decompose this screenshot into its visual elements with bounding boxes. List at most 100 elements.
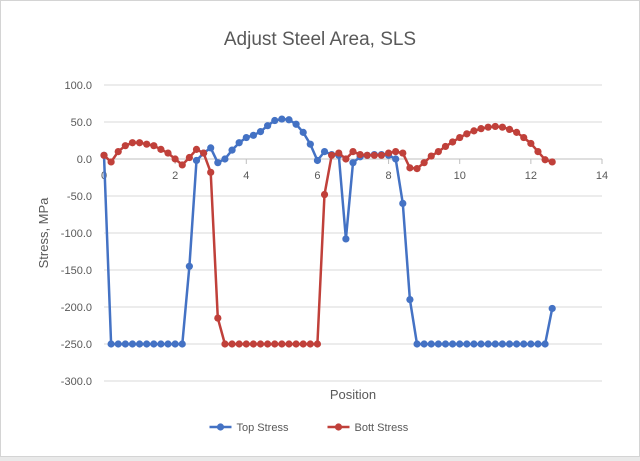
bott-stress-point [256, 340, 265, 348]
bott-stress-point [477, 125, 485, 133]
top-stress-point [249, 131, 257, 139]
legend-bott-stress-marker [334, 423, 343, 431]
top-stress-point [121, 340, 129, 348]
top-stress-point [513, 340, 521, 348]
bott-stress-point [192, 145, 201, 153]
bott-stress-point [548, 158, 556, 166]
bott-stress-point [292, 340, 300, 348]
bott-stress-point [370, 151, 378, 159]
bott-stress-point [456, 133, 464, 142]
top-stress-point [164, 340, 172, 348]
top-stress-point [392, 155, 400, 163]
bott-stress-point [285, 340, 293, 348]
top-stress-point [413, 340, 421, 348]
top-stress-point [498, 340, 506, 348]
top-stress-point [214, 159, 222, 167]
top-stress-point [399, 199, 407, 207]
bott-stress-point [491, 122, 499, 131]
x-tick-label: 4 [243, 170, 249, 182]
chart-title: Adjust Steel Area, SLS [224, 29, 416, 50]
legend: Top Stress Bott Stress [209, 422, 409, 434]
bott-stress-point [306, 340, 314, 348]
bott-stress-point [377, 151, 386, 159]
bott-stress-point [200, 149, 208, 157]
top-stress-point [477, 340, 485, 348]
bott-stress-point [541, 156, 549, 164]
top-stress-point [150, 340, 158, 348]
y-tick-label: 50.0 [71, 117, 92, 129]
bott-stress-point [185, 153, 193, 162]
top-stress-point [242, 133, 250, 142]
x-tick-label: 10 [454, 170, 466, 182]
top-stress-point [484, 340, 492, 348]
legend-bott-stress-label: Bott Stress [355, 422, 409, 434]
bott-stress-point [434, 148, 442, 156]
bott-stress-point [178, 161, 186, 169]
bott-stress-point [128, 139, 137, 147]
top-stress-point [456, 340, 464, 348]
top-stress-point [207, 144, 215, 152]
y-tick-label: -50.0 [67, 191, 92, 203]
top-stress-point [548, 304, 556, 313]
bott-stress-point [406, 164, 414, 172]
bott-stress-point [235, 340, 243, 348]
y-tick-label: -200.0 [61, 302, 92, 314]
bott-stress-point [121, 142, 129, 150]
top-stress-point [114, 340, 122, 348]
bott-stress-point [107, 158, 115, 166]
top-stress-point [420, 340, 428, 348]
bott-stress-point [264, 340, 272, 348]
bott-stress-point [413, 165, 421, 173]
legend-top-stress-marker [216, 423, 225, 431]
top-stress-point [441, 340, 450, 348]
x-tick-label: 6 [314, 170, 320, 182]
bott-stress-point [249, 340, 257, 348]
bott-stress-point [228, 340, 236, 348]
bott-stress-point [242, 340, 250, 348]
top-stress-point [185, 262, 193, 270]
y-tick-label: -100.0 [61, 228, 92, 240]
bott-stress-point [527, 139, 535, 148]
bott-stress-point [498, 123, 506, 131]
bott-stress-point [534, 148, 542, 156]
top-stress-point [320, 148, 329, 156]
top-stress-point [235, 139, 243, 147]
bott-stress-point [342, 155, 350, 163]
gridlines [104, 84, 602, 382]
bott-stress-point [399, 149, 407, 157]
bott-stress-point [328, 151, 336, 159]
bott-stress-point [320, 190, 329, 199]
top-stress-point [107, 340, 115, 348]
top-stress-point [228, 146, 236, 154]
x-axis-label: Position [330, 387, 376, 402]
bott-stress-point [114, 148, 122, 156]
top-stress-point [349, 159, 357, 167]
bott-stress-point [520, 133, 528, 142]
top-stress-point [520, 340, 528, 348]
top-stress-point [292, 120, 300, 128]
x-tick-label: 2 [172, 170, 178, 182]
bott-stress-point [484, 123, 492, 131]
bott-stress-line [103, 125, 553, 346]
bott-stress-point [271, 340, 279, 348]
x-tick-labels: 0 2 4 6 8 10 12 14 [101, 170, 608, 182]
bott-stress-point [470, 127, 478, 135]
top-stress-point [285, 116, 293, 124]
bott-stress-point [356, 150, 364, 159]
top-stress-point [406, 296, 414, 304]
top-stress-point [541, 340, 549, 348]
top-stress-point [143, 340, 151, 348]
bott-stress-point [384, 149, 393, 157]
top-stress-point [271, 116, 279, 125]
top-stress-point [449, 340, 457, 348]
top-stress-point [342, 235, 350, 243]
top-stress-point [171, 340, 179, 348]
bott-stress-point [363, 151, 371, 159]
y-tick-label: 100.0 [64, 80, 92, 92]
y-tick-label: -150.0 [61, 265, 92, 277]
data-series [100, 115, 556, 348]
top-stress-point [128, 340, 137, 348]
bott-stress-point [221, 340, 229, 348]
top-stress-point [278, 115, 286, 123]
